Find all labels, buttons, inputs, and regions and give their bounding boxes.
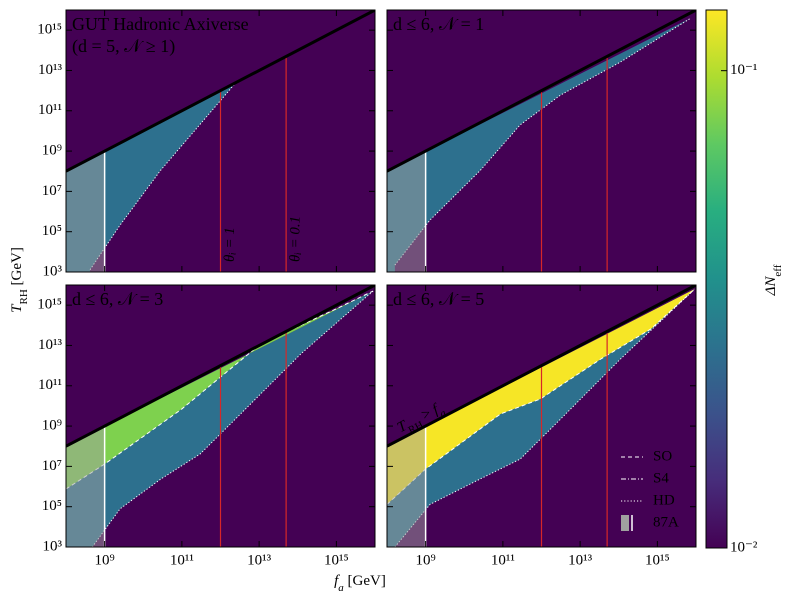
- legend-label: 87A: [653, 514, 679, 530]
- x-tick-label: 10⁹: [95, 552, 115, 568]
- y-tick-label: 10¹⁵: [37, 297, 62, 313]
- y-tick-label: 10³: [43, 538, 63, 554]
- trh-equals-fa: [387, 10, 696, 173]
- text-part: a: [338, 582, 344, 594]
- sn-excluded: [387, 151, 426, 272]
- y-axis-label: TRH [GeV]: [9, 247, 29, 313]
- x-tick-label: 10¹³: [568, 552, 592, 568]
- x-tick-label: 10⁹: [416, 552, 436, 568]
- x-axis-label: fa [GeV]: [334, 573, 386, 593]
- sn-excluded: [387, 426, 426, 547]
- colorbar-label: ΔNeff: [763, 264, 783, 296]
- panel-title: d ≤ 6, 𝒩 = 1: [393, 14, 484, 34]
- y-tick-label: 10⁷: [42, 183, 62, 199]
- y-tick-label: 10⁵: [42, 498, 62, 514]
- region: [66, 291, 374, 547]
- text-part: f: [334, 573, 340, 589]
- text-part: RH: [18, 289, 30, 304]
- text-part: eff: [772, 264, 784, 276]
- trh-equals-fa: [66, 10, 375, 173]
- panel: [66, 285, 375, 547]
- y-tick-label: 10⁹: [42, 418, 62, 434]
- y-tick-label: 10⁵: [42, 223, 62, 239]
- panel-frame: [65, 9, 376, 273]
- panel: [66, 10, 375, 272]
- text-part: >: [416, 404, 438, 426]
- boundary-curve: [394, 288, 696, 547]
- region: [387, 289, 695, 547]
- y-tick-label: 10¹¹: [38, 102, 62, 118]
- panel-frame: [65, 284, 376, 548]
- theta-label: θᵢ = 0.1: [288, 216, 304, 262]
- legend-label: SO: [653, 448, 672, 464]
- x-tick-label: 10¹⁵: [324, 552, 349, 568]
- panel: [387, 10, 696, 272]
- panel-frame: [386, 9, 697, 273]
- panel: [387, 285, 696, 547]
- region: [387, 289, 695, 547]
- region: [66, 82, 236, 272]
- x-tick-label: 10¹¹: [491, 552, 515, 568]
- legend-label: HD: [653, 492, 675, 508]
- colorbar: [705, 9, 728, 549]
- panel-title: d ≤ 6, 𝒩 = 5: [393, 289, 484, 309]
- legend-patch: [621, 515, 629, 531]
- region: [387, 18, 691, 272]
- y-tick-label: 10¹³: [38, 337, 62, 353]
- y-tick-label: 10¹¹: [38, 377, 62, 393]
- trh-equals-fa: [387, 285, 696, 448]
- text-part: [GeV]: [9, 247, 25, 289]
- y-tick-label: 10³: [43, 263, 63, 279]
- panel-title: d ≤ 6, 𝒩 = 3: [72, 289, 163, 309]
- text-part: T: [9, 303, 25, 313]
- panel-frame: [386, 284, 697, 548]
- y-tick-label: 10⁹: [42, 143, 62, 159]
- colorbar-tick-label: 10⁻¹: [730, 62, 757, 78]
- trh-equals-fa: [66, 285, 375, 448]
- text-part: a: [438, 407, 449, 420]
- sn-excluded: [66, 426, 105, 547]
- boundary-curve: [91, 290, 374, 547]
- y-tick-label: 10⁷: [42, 458, 62, 474]
- panel-title: GUT Hadronic Axiverse: [72, 14, 249, 34]
- theta-label: θᵢ = 1: [222, 227, 238, 262]
- colorbar-tick-label: 10⁻²: [730, 539, 758, 555]
- y-tick-label: 10¹³: [38, 62, 62, 78]
- legend-label: S4: [653, 470, 669, 486]
- sn-excluded: [66, 151, 105, 272]
- x-tick-label: 10¹¹: [170, 552, 194, 568]
- panel-subtitle: (d = 5, 𝒩 ≥ 1): [72, 36, 175, 57]
- region: [66, 291, 374, 547]
- text-part: ΔN: [763, 276, 779, 297]
- x-tick-label: 10¹³: [247, 552, 271, 568]
- y-tick-label: 10¹⁵: [37, 22, 62, 38]
- text-part: [GeV]: [344, 573, 386, 589]
- boundary-curve: [89, 82, 237, 270]
- x-tick-label: 10¹⁵: [645, 552, 670, 568]
